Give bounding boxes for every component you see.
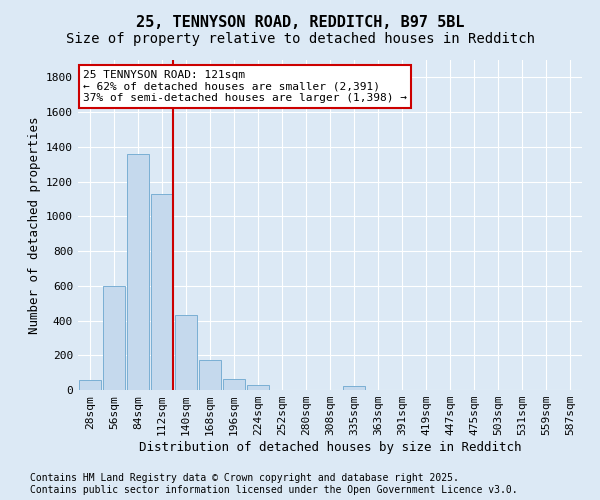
Text: 25, TENNYSON ROAD, REDDITCH, B97 5BL: 25, TENNYSON ROAD, REDDITCH, B97 5BL — [136, 15, 464, 30]
Y-axis label: Number of detached properties: Number of detached properties — [28, 116, 41, 334]
Bar — [127, 154, 149, 390]
Bar — [151, 194, 173, 390]
Bar — [223, 378, 245, 390]
X-axis label: Distribution of detached houses by size in Redditch: Distribution of detached houses by size … — [139, 441, 521, 454]
Bar — [343, 386, 365, 390]
Bar — [247, 385, 269, 390]
Bar — [103, 286, 125, 390]
Bar — [199, 360, 221, 390]
Bar — [79, 380, 101, 390]
Text: Size of property relative to detached houses in Redditch: Size of property relative to detached ho… — [65, 32, 535, 46]
Text: 25 TENNYSON ROAD: 121sqm
← 62% of detached houses are smaller (2,391)
37% of sem: 25 TENNYSON ROAD: 121sqm ← 62% of detach… — [83, 70, 407, 103]
Bar — [175, 316, 197, 390]
Text: Contains HM Land Registry data © Crown copyright and database right 2025.
Contai: Contains HM Land Registry data © Crown c… — [30, 474, 518, 495]
